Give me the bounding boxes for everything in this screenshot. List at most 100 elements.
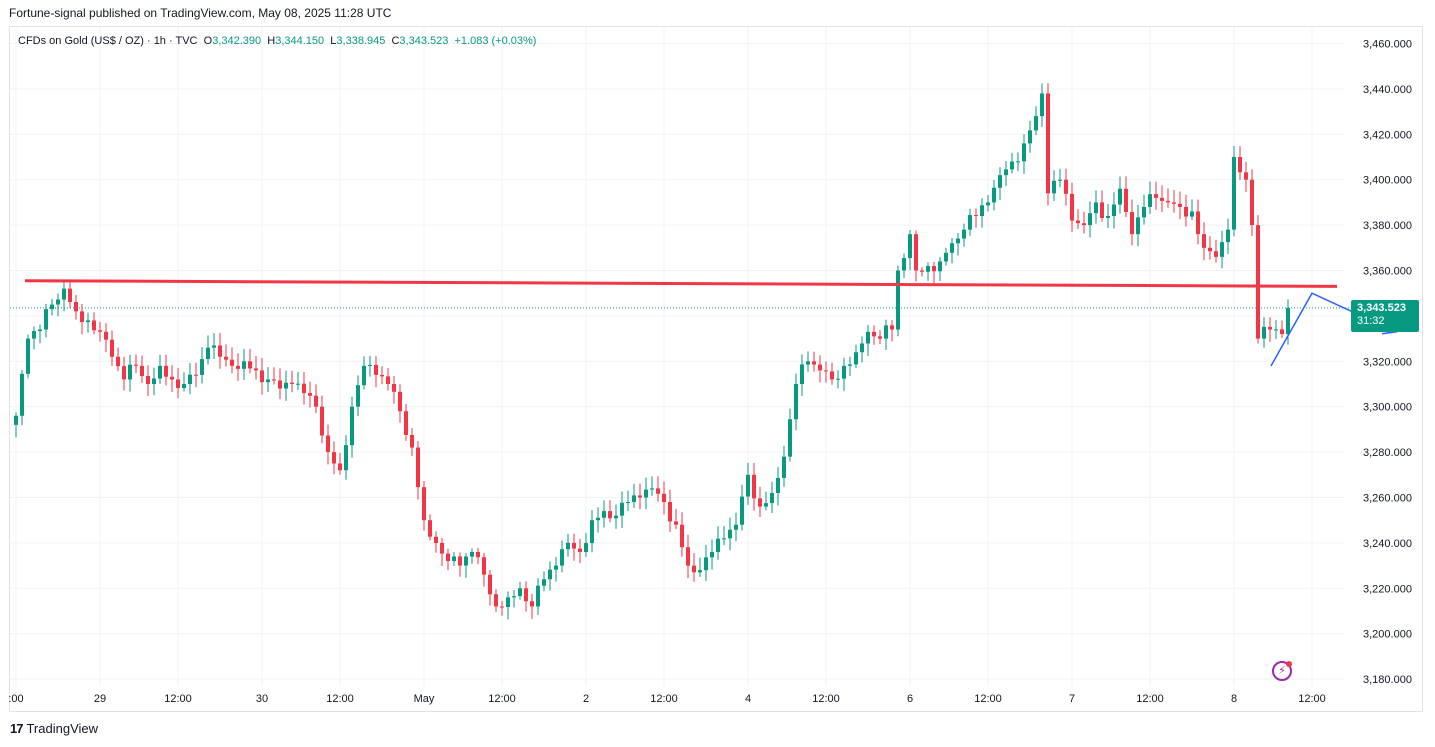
tradingview-branding[interactable]: 17 TradingView [10, 721, 98, 736]
candle-body [1184, 206, 1188, 217]
candle-body [764, 503, 768, 507]
candle-body [362, 365, 366, 386]
candle [1184, 194, 1188, 227]
candle [326, 424, 330, 465]
candle [1010, 152, 1014, 174]
candle-body [44, 309, 48, 330]
candle [638, 483, 642, 510]
x-tick-label: :00 [8, 693, 23, 705]
candle [1082, 211, 1086, 234]
candle [116, 347, 120, 372]
candle [674, 509, 678, 530]
candle [500, 601, 504, 616]
grid-lines [10, 27, 1345, 686]
candle [926, 262, 930, 281]
candle [758, 486, 762, 518]
candle-body [1004, 169, 1008, 176]
candle [194, 362, 198, 388]
candle-body [428, 520, 432, 537]
candle-body [1208, 247, 1212, 252]
candle-body [920, 270, 924, 272]
x-tick-label: 12:00 [1136, 693, 1164, 705]
candle [1034, 106, 1038, 135]
y-tick-label: 3,360.000 [1363, 266, 1412, 278]
candle-body [98, 330, 102, 332]
candle-body [782, 456, 786, 478]
candle [1064, 168, 1068, 206]
candle [1052, 170, 1056, 201]
chart-frame[interactable] [9, 26, 1423, 712]
y-tick-label: 3,300.000 [1363, 402, 1412, 414]
candle [1046, 83, 1050, 206]
candle [680, 512, 684, 557]
bar-countdown: 31:32 [1357, 315, 1385, 327]
legend-low-label: L [330, 35, 337, 47]
candle [656, 476, 660, 502]
candle [1256, 215, 1260, 344]
candle [56, 293, 60, 317]
candle-body [236, 365, 240, 369]
candle-body [146, 375, 150, 384]
candle [440, 537, 444, 567]
candle-body [734, 524, 738, 530]
candle-body [404, 411, 408, 435]
candle [38, 324, 42, 344]
candle [818, 355, 822, 383]
candle-body [1058, 179, 1062, 181]
candle [134, 354, 138, 374]
candle-body [644, 489, 648, 498]
candle-body [128, 364, 132, 380]
candle [494, 589, 498, 612]
candle-body [458, 556, 462, 566]
candle [566, 533, 570, 557]
candle [902, 253, 906, 278]
legend-high-label: H [267, 35, 276, 47]
candle-body [722, 538, 726, 540]
candle [278, 368, 282, 400]
candle-body [1226, 229, 1230, 243]
candle [1172, 190, 1176, 213]
x-tick-label: 6 [907, 693, 913, 705]
candle-body [266, 379, 270, 383]
candle [830, 362, 834, 385]
candle [1100, 190, 1104, 222]
candle-body [1082, 223, 1086, 226]
candle [1214, 239, 1218, 263]
candle-body [968, 215, 972, 230]
x-tick-label: 12:00 [164, 693, 192, 705]
candle [416, 440, 420, 500]
candle-body [728, 529, 732, 539]
candle-body [746, 474, 750, 497]
candle-body [926, 265, 930, 272]
candle [542, 571, 546, 592]
candle-body [488, 574, 492, 595]
candle [446, 548, 450, 571]
candle-body [626, 502, 630, 504]
candle [26, 334, 30, 379]
candle-body [1118, 188, 1122, 205]
candle [200, 346, 204, 384]
candle [716, 526, 720, 560]
x-tick-label: 30 [256, 693, 268, 705]
chart-legend: CFDs on Gold (US$ / OZ) · 1h · TVC O3,34… [18, 35, 536, 47]
candle [50, 298, 54, 316]
candle [452, 552, 456, 567]
candle [950, 238, 954, 264]
candle [128, 354, 132, 392]
candle-body [998, 175, 1002, 188]
lightning-icon[interactable]: ⚡ [1272, 661, 1292, 681]
candle-body [638, 495, 642, 498]
candle-body [188, 374, 192, 384]
y-tick-label: 3,420.000 [1363, 129, 1412, 141]
candle [530, 593, 534, 619]
candle-body [908, 234, 912, 259]
candle [1232, 146, 1236, 237]
candle-body [1070, 193, 1074, 221]
candle-body [1172, 202, 1176, 204]
candle-body [938, 261, 942, 272]
candle-body [1112, 204, 1116, 217]
candle-body [170, 376, 174, 380]
candle [398, 384, 402, 423]
candle [506, 591, 510, 620]
